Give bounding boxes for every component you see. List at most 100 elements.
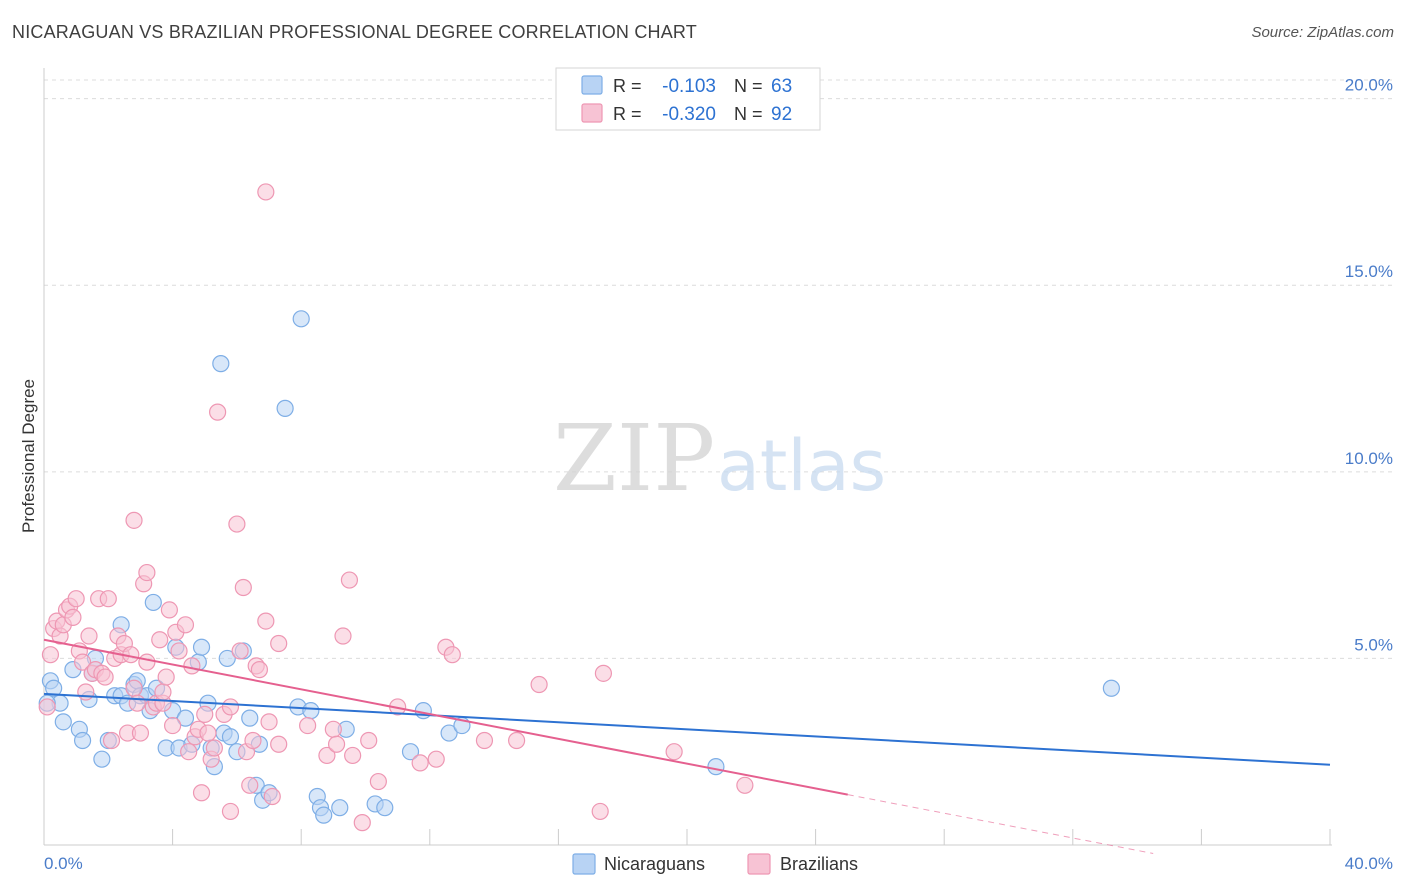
nicaraguan-point-26 (176, 709, 195, 727)
brazilian-point-88 (508, 731, 526, 750)
brazilian-point-91 (594, 664, 613, 682)
brazilian-point-74 (324, 720, 342, 738)
brazilian-point-46 (183, 657, 201, 675)
bottom-legend-swatch-nicaraguans (572, 853, 596, 875)
y-tick-label-0: 5.0% (1354, 635, 1393, 654)
brazilian-point-90 (591, 802, 609, 821)
brazilian-point-70 (270, 735, 288, 753)
nicaraguan-point-36 (221, 728, 240, 746)
brazilian-point-39 (157, 668, 175, 686)
legend-r-value-2: -0.320 (662, 104, 716, 125)
trend-lines (43, 638, 1331, 854)
brazilian-point-40 (160, 601, 178, 619)
nicaraguan-point-56 (414, 702, 432, 720)
brazilian-point-89 (530, 675, 548, 694)
legend-r-label-1: R = (613, 76, 642, 96)
nicaraguan-point-55 (401, 743, 420, 761)
bottom-legend-swatch-brazilians (747, 853, 771, 875)
brazilian-point-57 (221, 698, 240, 716)
gridlines (44, 79, 1393, 659)
brazilian-point-41 (164, 716, 182, 735)
brazilian-point-65 (250, 661, 269, 679)
brazilian-point-19 (99, 590, 117, 608)
brazilian-point-30 (131, 724, 150, 742)
brazilian-point-50 (196, 705, 214, 723)
y-tick-labels: 5.0% 10.0% 15.0% 20.0% (1345, 76, 1393, 655)
x-tick-label-max: 40.0% (1345, 854, 1393, 873)
legend-swatch-brazilians (581, 103, 603, 123)
watermark-atlas: atlas (717, 425, 886, 507)
nicaraguan-point-3 (54, 713, 72, 731)
brazilian-point-92 (665, 743, 683, 761)
nicaraguan-point-57 (440, 724, 458, 742)
nicaraguan-point-51 (331, 799, 349, 817)
brazilian-point-66 (257, 612, 275, 630)
brazilian-point-18 (96, 668, 114, 686)
brazilian-point-93 (736, 776, 754, 794)
brazilian-point-83 (411, 754, 429, 772)
brazilian-point-62 (241, 776, 259, 794)
legend-n-value-1: 63 (771, 76, 792, 97)
legend-n-value-2: 92 (771, 104, 792, 125)
watermark: ZIP atlas (553, 405, 886, 512)
brazilian-point-33 (138, 653, 156, 671)
legend-n-label-2: N = (734, 104, 763, 124)
nicaraguan-point-44 (276, 399, 294, 417)
brazilian-point-49 (192, 784, 211, 802)
brazilian-point-54 (209, 403, 227, 421)
legend-swatch-nicaraguans (581, 75, 603, 95)
source-credit: Source: ZipAtlas.com (1251, 24, 1394, 41)
brazilian-point-67 (257, 183, 275, 201)
nicaraguan-point-33 (212, 355, 230, 373)
brazilian-point-69 (263, 787, 281, 806)
brazilian-point-71 (270, 634, 288, 653)
legend-n-label-1: N = (734, 76, 763, 96)
brazilian-point-44 (176, 616, 195, 634)
brazilian-point-12 (77, 683, 95, 701)
brazilian-point-28 (125, 511, 143, 529)
brazilian-point-81 (369, 772, 387, 791)
nicaraguan-point-20 (144, 593, 162, 612)
y-tick-label-2: 15.0% (1345, 262, 1393, 281)
nicaraguan-point-35 (218, 649, 236, 668)
legend-r-label-2: R = (613, 104, 642, 124)
brazilian-point-0 (38, 698, 56, 716)
nicaraguan-point-47 (302, 702, 320, 720)
brazilian-point-32 (138, 563, 156, 582)
brazilian-point-56 (221, 802, 240, 821)
brazilian-point-8 (64, 608, 82, 626)
brazilian-point-76 (334, 627, 352, 645)
brazilian-point-27 (125, 679, 143, 697)
bottom-legend-label-nicaraguans: Nicaraguans (604, 854, 705, 874)
brazilian-point-58 (228, 515, 246, 533)
nicaraguan-point-46 (292, 310, 310, 328)
y-axis-label: Professional Degree (19, 379, 38, 533)
brazilian-point-9 (67, 590, 85, 608)
brazilian-point-79 (353, 814, 371, 832)
series-legend: Nicaraguans Brazilians (572, 853, 858, 875)
nicaraguan-point-59 (707, 758, 725, 776)
brazilian-point-36 (151, 631, 169, 649)
y-tick-label-1: 10.0% (1345, 449, 1393, 468)
brazilian-point-80 (360, 731, 378, 750)
nicaraguan-point-29 (192, 638, 211, 656)
nicaraguans-points (38, 310, 1120, 824)
brazilian-point-75 (327, 735, 346, 753)
brazilian-point-53 (205, 739, 223, 757)
brazilian-point-11 (73, 653, 92, 671)
chart-title: NICARAGUAN VS BRAZILIAN PROFESSIONAL DEG… (12, 22, 697, 42)
brazilian-point-38 (154, 683, 172, 701)
correlation-legend: R = -0.103 N = 63 R = -0.320 N = 92 (555, 67, 821, 131)
brazilian-point-87 (475, 731, 494, 750)
x-tick-label-min: 0.0% (44, 854, 83, 873)
nicaraguans-trend-line (43, 692, 1331, 766)
brazilian-point-13 (80, 627, 98, 645)
brazilian-point-73 (318, 746, 336, 765)
brazilian-point-72 (299, 716, 317, 735)
watermark-zip: ZIP (553, 405, 715, 512)
brazilian-point-29 (128, 694, 146, 712)
x-ticks (43, 829, 1331, 845)
y-tick-label-3: 20.0% (1345, 76, 1393, 95)
nicaraguan-point-60 (1102, 679, 1120, 697)
